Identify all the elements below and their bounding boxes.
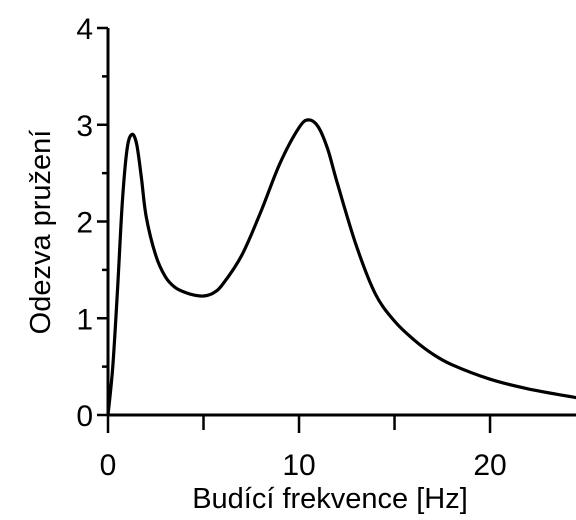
x-axis-title: Budící frekvence [Hz] <box>192 483 468 515</box>
y-tick-label: 3 <box>76 110 93 143</box>
x-tick-label: 10 <box>282 449 315 482</box>
x-tick-label: 0 <box>100 449 117 482</box>
y-ticks: 0 1 2 3 4 <box>76 13 108 433</box>
y-tick-label: 0 <box>76 400 93 433</box>
x-ticks: 0 10 20 <box>100 415 507 482</box>
y-tick-label: 4 <box>76 13 93 46</box>
x-tick-label: 20 <box>473 449 506 482</box>
series-line <box>106 118 576 417</box>
y-tick-label: 2 <box>76 207 93 240</box>
y-axis-title: Odezva pružení <box>25 130 57 335</box>
y-tick-label: 1 <box>76 303 93 336</box>
